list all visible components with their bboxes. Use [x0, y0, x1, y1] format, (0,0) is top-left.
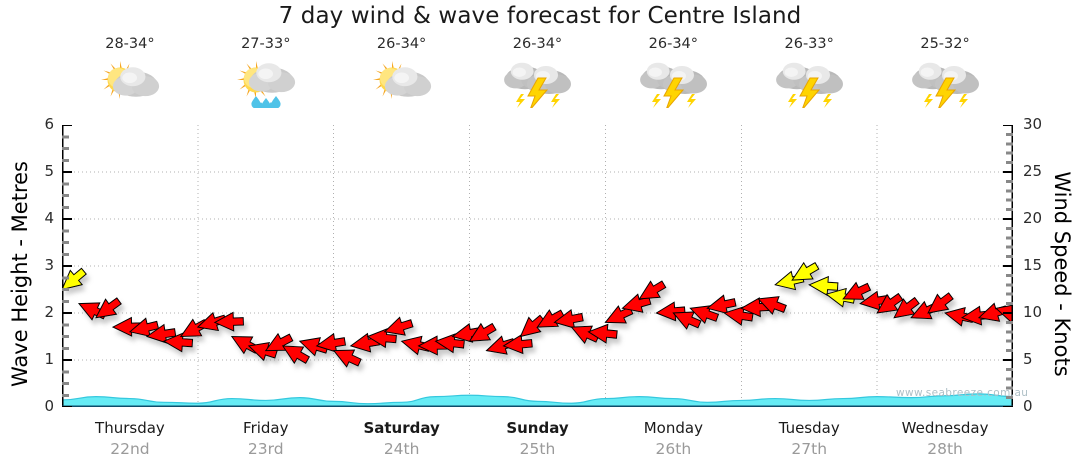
plot-canvas [62, 125, 1013, 407]
right-tick-10: 10 [1023, 303, 1043, 321]
day-header-strip: 28-34° 27-33° [62, 36, 1013, 124]
thunderstorm-icon [909, 56, 981, 108]
wind-arrow [281, 345, 311, 365]
day-name: Wednesday [901, 419, 989, 437]
wind-arrow [502, 334, 533, 355]
wind-arrow [587, 323, 618, 344]
left-tick-4: 4 [44, 209, 54, 227]
day-date: 25th [519, 440, 556, 458]
x-label-saturday: Saturday 24th [334, 418, 470, 460]
temperature-range-label: 26-34° [648, 36, 699, 52]
left-tick-3: 3 [44, 256, 54, 274]
day-name: Saturday [363, 419, 440, 437]
right-tick-0: 0 [1023, 397, 1033, 415]
wind-arrow [927, 292, 954, 314]
day-header-saturday: 26-34° [334, 36, 470, 108]
sun-cloud-icon [94, 56, 166, 108]
wind-arrow [536, 309, 565, 328]
day-date: 27th [791, 440, 828, 458]
wind-arrow [213, 311, 244, 332]
right-tick-30: 30 [1023, 115, 1043, 133]
x-label-friday: Friday 23rd [198, 418, 334, 460]
wind-arrow [672, 311, 702, 330]
day-name: Monday [643, 419, 703, 437]
day-header-wednesday: 25-32° [877, 36, 1013, 108]
x-label-sunday: Sunday 25th [470, 418, 606, 460]
wind-arrow [247, 342, 278, 362]
wind-arrow [791, 261, 820, 281]
wind-arrow [842, 281, 872, 300]
thunderstorm-icon [773, 56, 845, 108]
left-tick-1: 1 [44, 350, 54, 368]
temperature-range-label: 26-34° [376, 36, 427, 52]
day-name: Friday [243, 419, 289, 437]
day-header-sunday: 26-34° [470, 36, 606, 108]
x-label-wednesday: Wednesday 28th [877, 418, 1013, 460]
x-label-thursday: Thursday 22nd [62, 418, 198, 460]
day-name: Sunday [506, 419, 569, 437]
wind-arrow [519, 314, 546, 338]
day-header-tuesday: 26-33° [741, 36, 877, 108]
day-header-thursday: 28-34° [62, 36, 198, 108]
page-title: 7 day wind & wave forecast for Centre Is… [278, 3, 802, 29]
right-tick-5: 5 [1023, 350, 1033, 368]
left-tick-2: 2 [44, 303, 54, 321]
right-tick-25: 25 [1023, 162, 1043, 180]
sun-cloud-rain-icon [230, 56, 302, 108]
wind-arrow [655, 301, 686, 322]
left-tick-5: 5 [44, 162, 54, 180]
wind-arrow [383, 316, 414, 336]
x-axis-day-labels: Thursday 22nd Friday 23rd Saturday 24th Sunday… [62, 418, 1013, 474]
wind-arrow [468, 322, 497, 342]
right-tick-20: 20 [1023, 209, 1043, 227]
temperature-range-label: 28-34° [105, 36, 155, 52]
day-header-monday: 26-34° [605, 36, 741, 108]
x-label-tuesday: Tuesday 27th [741, 418, 877, 460]
wind-arrow [62, 267, 87, 291]
day-date: 24th [383, 440, 420, 458]
temperature-range-label: 26-34° [512, 36, 563, 52]
day-date: 22nd [110, 440, 150, 458]
temperature-range-label: 27-33° [241, 36, 291, 52]
day-date: 26th [655, 440, 692, 458]
wind-arrow-group [62, 261, 1013, 368]
thunderstorm-icon [501, 56, 573, 108]
day-name: Tuesday [778, 419, 840, 437]
wind-arrow [638, 280, 667, 300]
plot-area [62, 125, 1013, 407]
wind-arrow [893, 296, 920, 319]
x-label-monday: Monday 26th [605, 418, 741, 460]
right-tick-15: 15 [1023, 256, 1043, 274]
temperature-range-label: 25-32° [920, 36, 970, 52]
wind-arrow [332, 349, 362, 368]
wind-arrow [757, 296, 787, 316]
left-tick-6: 6 [44, 115, 54, 133]
wind-arrow [95, 297, 122, 319]
left-tick-0: 0 [44, 397, 54, 415]
day-name: Thursday [95, 419, 165, 437]
temperature-range-label: 26-33° [784, 36, 834, 52]
wave-height-area [62, 393, 1013, 407]
sun-cloud-icon [366, 56, 438, 108]
wind-arrow [570, 325, 600, 345]
day-date: 28th [927, 440, 963, 458]
wind-arrow [876, 292, 904, 314]
site-watermark: www.seabreeze.com.au [896, 387, 1029, 399]
thunderstorm-icon [637, 56, 709, 108]
day-header-friday: 27-33° [198, 36, 334, 108]
day-date: 23rd [247, 440, 284, 458]
